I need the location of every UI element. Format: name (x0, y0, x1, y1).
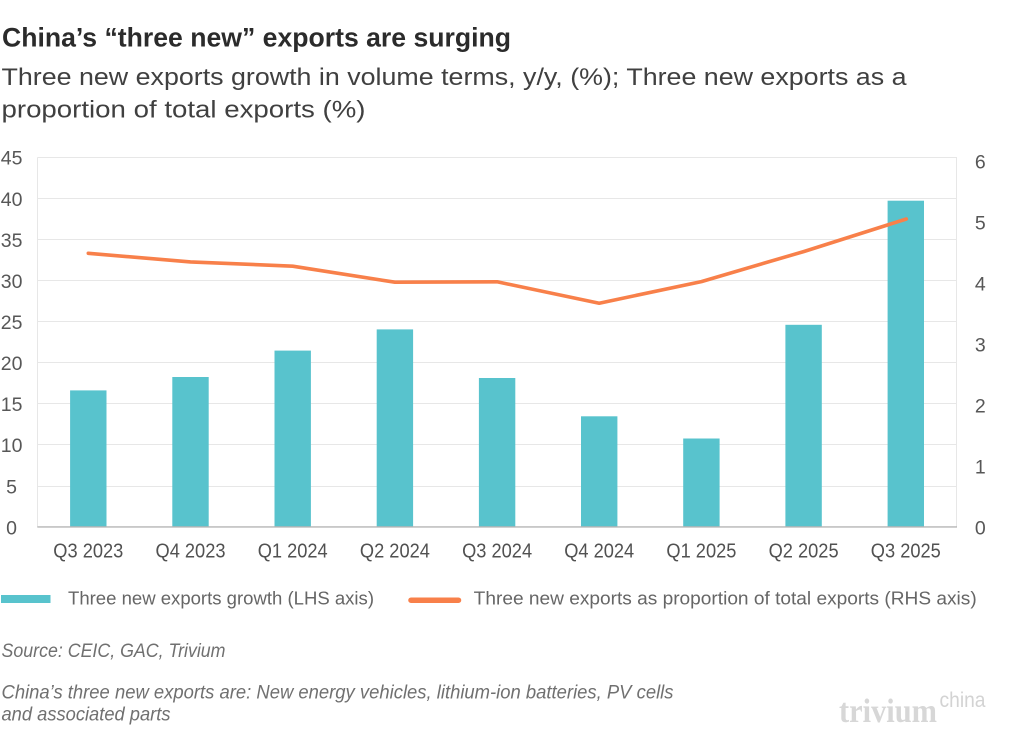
svg-text:Q4 2024: Q4 2024 (564, 540, 634, 562)
svg-text:2: 2 (975, 395, 986, 417)
svg-text:20: 20 (1, 353, 23, 375)
svg-text:1: 1 (975, 456, 986, 478)
svg-text:Q3 2023: Q3 2023 (53, 540, 123, 562)
svg-text:trivium: trivium (839, 693, 937, 730)
svg-text:Q2 2024: Q2 2024 (360, 540, 430, 562)
svg-text:Q3 2025: Q3 2025 (871, 540, 941, 562)
svg-text:Three new exports as proportio: Three new exports as proportion of total… (474, 587, 977, 608)
svg-text:15: 15 (1, 394, 23, 416)
svg-text:4: 4 (975, 273, 986, 295)
svg-text:35: 35 (1, 230, 23, 252)
svg-text:Three new exports growth (LHS: Three new exports growth (LHS axis) (68, 587, 374, 608)
svg-text:45: 45 (1, 148, 23, 170)
svg-text:25: 25 (1, 312, 23, 334)
svg-text:0: 0 (975, 517, 986, 539)
svg-text:Source: CEIC, GAC, Trivium: Source: CEIC, GAC, Trivium (2, 640, 226, 662)
svg-text:40: 40 (1, 189, 23, 211)
svg-text:China’s three new exports are:: China’s three new exports are: New energ… (2, 683, 674, 704)
svg-text:3: 3 (975, 334, 986, 356)
svg-text:6: 6 (975, 151, 986, 173)
svg-text:Q4 2023: Q4 2023 (156, 540, 226, 562)
svg-text:Q2 2025: Q2 2025 (769, 540, 839, 562)
svg-text:Q1 2025: Q1 2025 (666, 540, 736, 562)
svg-text:and associated parts: and associated parts (2, 704, 171, 725)
svg-text:10: 10 (1, 435, 23, 457)
svg-text:China’s “three new” exports ar: China’s “three new” exports are surging (2, 23, 511, 53)
svg-text:china: china (940, 689, 986, 712)
svg-text:Three new exports growth in vo: Three new exports growth in volume terms… (2, 64, 907, 91)
svg-text:Q1 2024: Q1 2024 (258, 540, 328, 562)
svg-text:5: 5 (975, 212, 986, 234)
svg-text:0: 0 (6, 517, 17, 539)
svg-text:proportion of total exports (%: proportion of total exports (%) (2, 97, 366, 124)
svg-text:Q3 2024: Q3 2024 (462, 540, 532, 562)
svg-text:5: 5 (6, 476, 17, 498)
svg-text:30: 30 (1, 271, 23, 293)
